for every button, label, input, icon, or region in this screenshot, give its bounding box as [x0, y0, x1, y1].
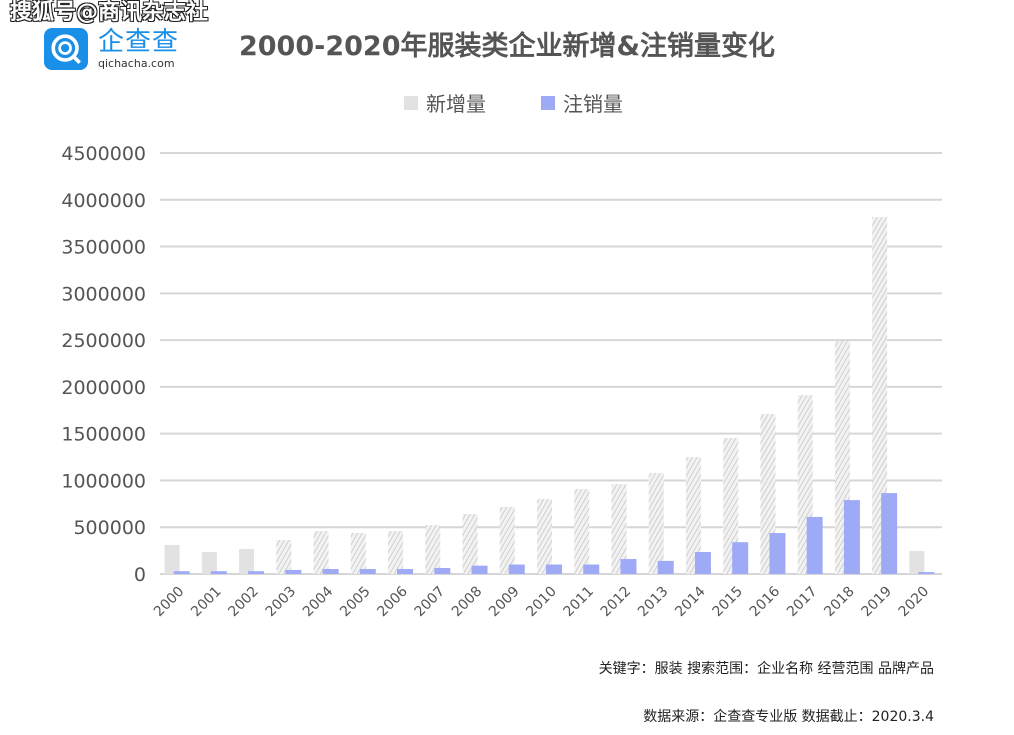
legend-item-cancel: 注销量: [541, 88, 623, 117]
bar-new-2020: [909, 551, 925, 574]
bar-cancel-2018: [843, 500, 860, 574]
y-tick-label: 2500000: [61, 330, 146, 352]
bar-cancel-2005: [359, 569, 376, 574]
x-tick-label: 2007: [412, 584, 449, 621]
bar-cancel-2006: [397, 569, 414, 574]
bar-new-2009: [499, 507, 515, 574]
x-tick-label: 2016: [747, 583, 784, 620]
x-tick-label: 2009: [486, 584, 523, 621]
legend-label-cancel: 注销量: [563, 92, 623, 116]
bar-cancel-2016: [769, 533, 786, 574]
y-tick-label: 4000000: [61, 190, 146, 212]
bar-cancel-2003: [285, 569, 302, 574]
x-tick-label: 2013: [635, 584, 672, 621]
x-tick-label: 2017: [784, 584, 821, 621]
bar-new-2011: [574, 489, 590, 574]
x-tick-label: 2012: [598, 584, 635, 621]
bar-cancel-2000: [173, 571, 190, 574]
bar-cancel-2017: [806, 516, 823, 574]
bar-new-2003: [276, 540, 292, 574]
bar-cancel-2019: [881, 493, 898, 574]
y-tick-label: 4500000: [61, 143, 146, 165]
y-tick-label: 2000000: [61, 377, 146, 399]
legend-swatch-cancel: [541, 95, 555, 110]
bar-cancel-2001: [210, 571, 227, 574]
bar-cancel-2009: [508, 564, 525, 574]
bar-new-2002: [239, 549, 255, 574]
bar-cancel-2011: [583, 564, 600, 574]
y-tick-label: 500000: [73, 517, 146, 539]
x-tick-label: 2002: [225, 584, 262, 621]
watermark: 搜狐号@商讯杂志社: [10, 0, 209, 25]
bar-new-2007: [425, 525, 441, 574]
y-tick-label: 3500000: [61, 237, 146, 259]
bar-new-2000: [164, 544, 180, 574]
bar-new-2010: [537, 499, 552, 574]
bar-cancel-2012: [620, 559, 637, 574]
x-tick-label: 2004: [300, 583, 337, 620]
x-tick-label: 2014: [672, 583, 709, 620]
source-note: 数据来源：企查查专业版 数据截止：2020.3.4: [643, 709, 934, 725]
x-tick-label: 2010: [523, 584, 560, 621]
x-tick-label: 2006: [374, 583, 411, 620]
y-tick-label: 1500000: [61, 424, 146, 446]
bar-new-2012: [611, 484, 627, 574]
x-tick-label: 2015: [710, 584, 747, 621]
bar-cancel-2013: [657, 560, 674, 574]
bar-new-2006: [388, 531, 404, 574]
bar-cancel-2004: [322, 569, 339, 574]
bar-new-2001: [201, 552, 217, 574]
x-tick-label: 2000: [151, 584, 188, 621]
bar-new-2013: [648, 472, 664, 574]
qichacha-logo-icon: [44, 28, 88, 70]
bar-cancel-2015: [732, 542, 749, 574]
x-tick-label: 2011: [561, 584, 598, 621]
legend-label-new: 新增量: [426, 92, 486, 116]
bar-new-2019: [872, 217, 888, 574]
x-tick-label: 2003: [263, 584, 300, 621]
bar-new-2004: [313, 531, 329, 574]
y-tick-label: 1000000: [61, 470, 146, 492]
keywords-note: 关键字：服装 搜索范围：企业名称 经营范围 品牌产品: [598, 661, 934, 677]
x-tick-label: 2018: [821, 584, 858, 621]
y-tick-label: 3000000: [61, 283, 146, 305]
bar-new-2005: [350, 533, 366, 574]
x-tick-label: 2008: [449, 584, 486, 621]
bar-new-2015: [723, 437, 739, 574]
bar-cancel-2010: [546, 564, 562, 574]
bar-cancel-2014: [694, 552, 711, 574]
x-tick-label: 2005: [337, 584, 374, 621]
bar-cancel-2007: [434, 568, 451, 574]
logo-url: qichacha.com: [98, 57, 175, 70]
logo-name: 企查查: [98, 27, 180, 57]
x-tick-label: 2019: [858, 584, 895, 621]
y-tick-label: 0: [134, 564, 146, 586]
legend-item-new: 新增量: [404, 88, 486, 117]
legend-swatch-new: [404, 95, 418, 110]
x-tick-label: 2001: [188, 584, 225, 621]
bar-new-2014: [685, 457, 701, 574]
bar-cancel-2008: [471, 565, 488, 574]
bar-cancel-2020: [918, 572, 935, 574]
chart-title: 2000-2020年服装类企业新增&注销量变化: [238, 31, 776, 62]
bar-cancel-2002: [248, 571, 265, 574]
x-tick-label: 2020: [896, 584, 933, 621]
bar-new-2008: [462, 514, 478, 574]
